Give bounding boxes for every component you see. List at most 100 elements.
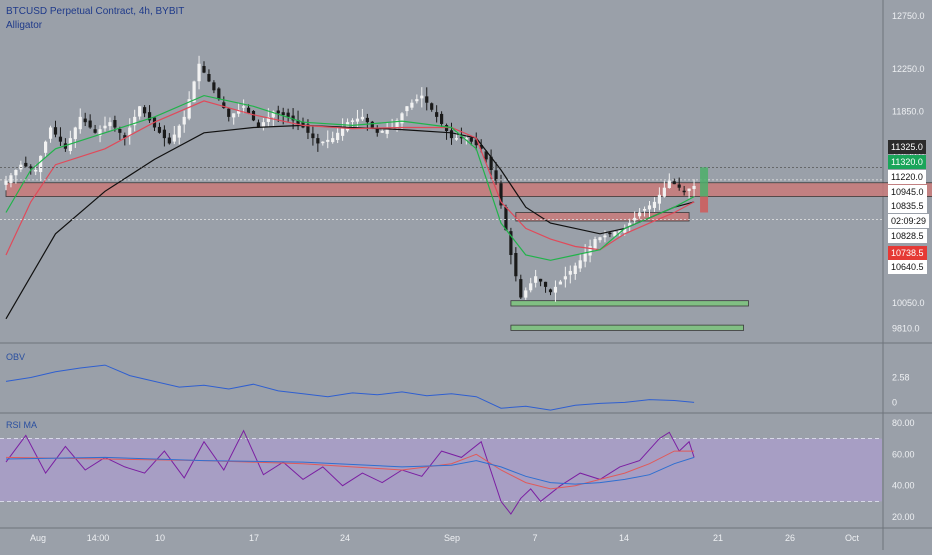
price-tag: 11325.0 (888, 140, 926, 154)
candle-body (34, 170, 38, 172)
price-tag: 10835.5 (888, 199, 927, 213)
candle-body (172, 134, 176, 142)
candle-body (162, 129, 166, 139)
candle-body (504, 207, 508, 231)
candle-body (103, 125, 107, 129)
candle-body (222, 102, 226, 109)
candle-body (489, 156, 493, 170)
price-tag: 10945.0 (888, 185, 927, 199)
candle-body (464, 138, 468, 140)
candle-body (24, 162, 28, 167)
candle-body (682, 190, 686, 193)
chart-symbol-title: BTCUSD Perpetual Contract, 4h, BYBIT (6, 6, 185, 17)
candle-body (88, 120, 92, 128)
candle-body (167, 137, 171, 144)
candle-body (425, 96, 429, 103)
price-tag: 10738.5 (888, 246, 927, 260)
candle-body (53, 127, 58, 135)
candle-body (534, 276, 538, 283)
candle-body (618, 230, 622, 234)
candle-body (365, 117, 369, 123)
candle-body (380, 131, 384, 133)
rsi-series-rsi-ma2 (5, 456, 695, 485)
candle-body (529, 283, 533, 291)
rsi-band (0, 438, 882, 502)
candle-body (633, 217, 637, 221)
support-zone-upper (510, 300, 749, 307)
candle-body (652, 201, 657, 208)
candle-body (73, 127, 77, 140)
obv-tick-label: 0 (892, 397, 897, 407)
candle-body (638, 212, 642, 217)
candle-body (212, 82, 216, 91)
rsi-tick-label: 40.00 (892, 481, 915, 491)
candle-body (623, 228, 627, 233)
supply-zone-small (515, 212, 690, 222)
x-tick-label: 21 (713, 533, 723, 543)
candle-body (603, 235, 607, 238)
candle-body (113, 120, 117, 128)
candle-body (232, 113, 236, 118)
candle-body (598, 237, 602, 241)
y-tick-label: 12750.0 (892, 11, 925, 21)
candle-body (499, 183, 503, 206)
candle-body (430, 103, 434, 110)
candle-body (400, 113, 404, 124)
candle-body (692, 185, 696, 190)
candle-body (494, 170, 498, 181)
candle-body (677, 184, 681, 188)
candle-body (563, 276, 567, 280)
candle-body (336, 132, 340, 141)
candle-body (573, 265, 577, 275)
candle-body (474, 139, 478, 146)
obv-line (5, 364, 695, 411)
candle-body (469, 137, 473, 142)
candle-body (182, 116, 186, 125)
candle-body (311, 133, 315, 139)
candle-body (568, 270, 572, 275)
candle-body (548, 289, 553, 293)
series-line-alligator-jaw (5, 124, 695, 320)
x-tick-label: 7 (532, 533, 537, 543)
candle-body (98, 129, 102, 136)
candle-body (83, 118, 87, 123)
candle-body (484, 151, 488, 160)
candle-body (647, 205, 652, 210)
candle-body (266, 116, 270, 122)
candle-body (296, 120, 300, 124)
candle-body (514, 252, 518, 277)
candle-body (593, 239, 597, 250)
candle-body (133, 116, 137, 126)
obv-tick-label: 2.58 (892, 373, 910, 383)
candle-body (662, 187, 666, 197)
candle-body (341, 127, 345, 136)
candle-body (207, 74, 211, 82)
candle-body (395, 120, 399, 129)
obv-pane-label: OBV (6, 352, 26, 362)
candle-body (405, 106, 409, 112)
candle-body (509, 231, 513, 255)
candle-body (14, 170, 18, 176)
rsi-series-rsi-ma (5, 450, 695, 490)
support-zone-lower (510, 324, 744, 331)
candle-body (177, 125, 181, 138)
candle-body (657, 194, 661, 204)
candle-body (58, 136, 63, 142)
y-tick-label: 9810.0 (892, 323, 920, 333)
candle-body (217, 88, 221, 100)
candle-body (276, 110, 280, 114)
candle-body (251, 110, 256, 121)
candle-body (553, 286, 558, 293)
indicator-label: Alligator (6, 20, 43, 31)
candle-body (385, 129, 389, 134)
candle-body (583, 253, 587, 262)
candle-body (138, 106, 142, 117)
rsi-tick-label: 80.00 (892, 418, 915, 428)
candle-body (350, 120, 355, 122)
candle-body (108, 122, 112, 127)
x-tick-label: 24 (340, 533, 350, 543)
resistance-zone (5, 182, 932, 197)
candle-body (202, 66, 206, 73)
